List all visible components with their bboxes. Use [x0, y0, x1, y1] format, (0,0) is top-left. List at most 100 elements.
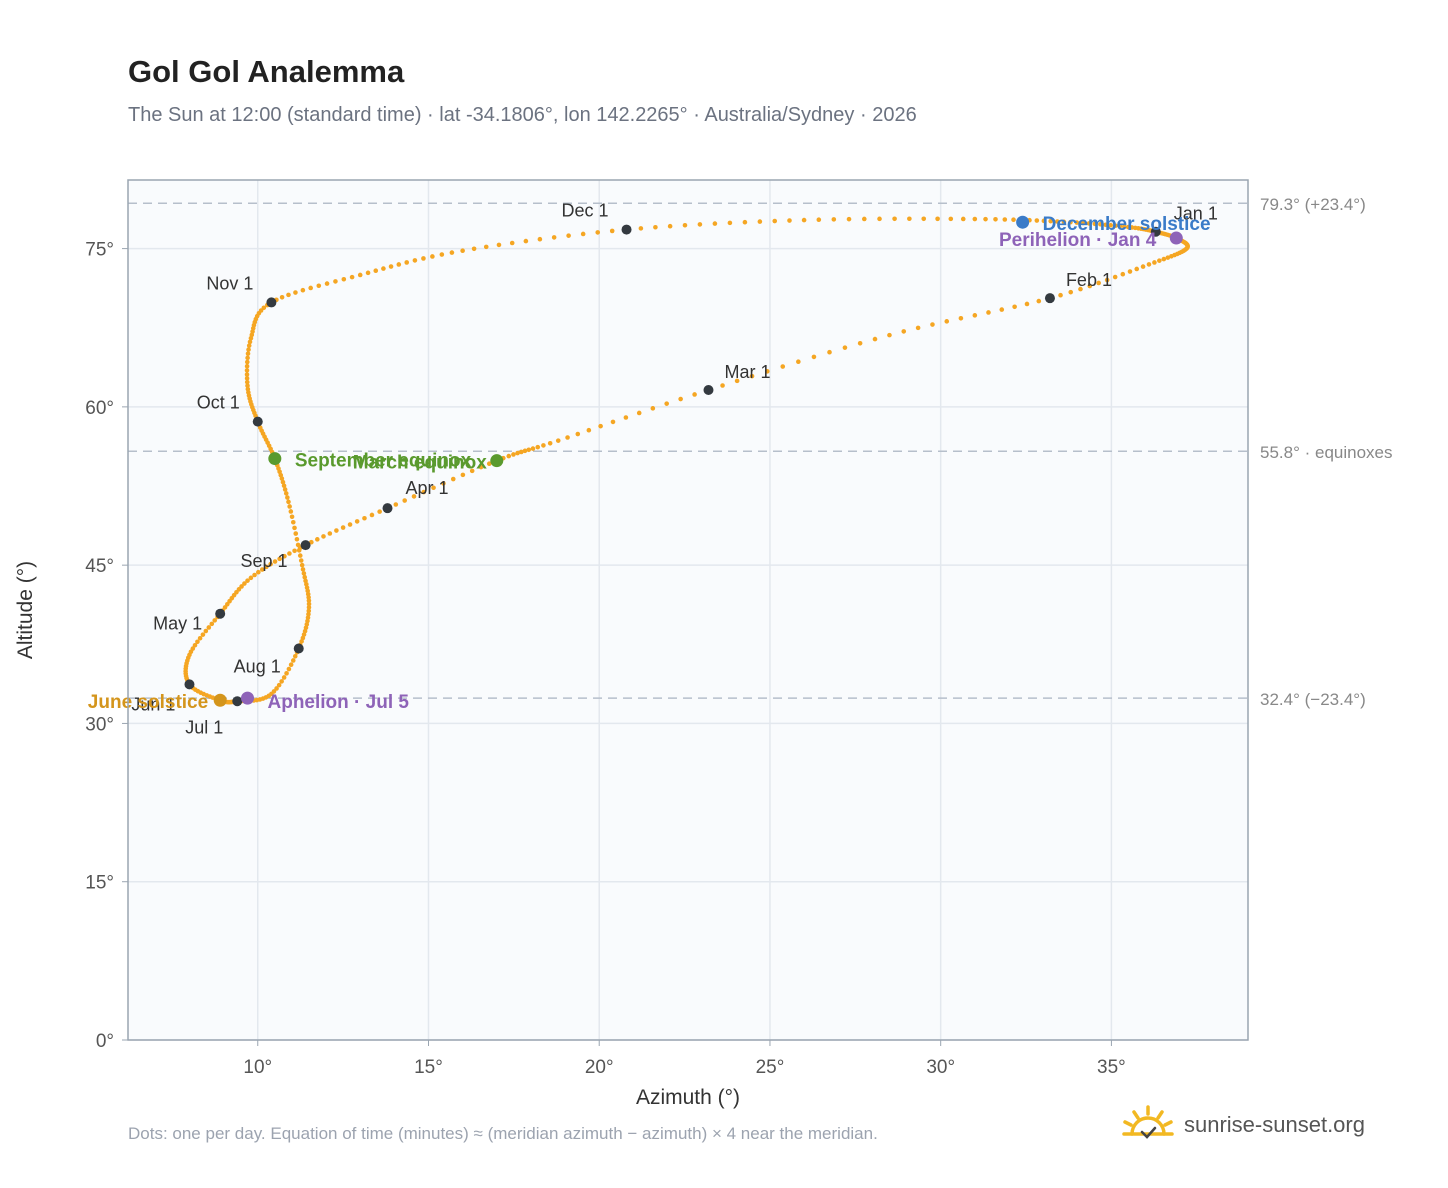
daily-sun-dot [598, 423, 603, 429]
y-tick-label: 30° [85, 714, 114, 735]
daily-sun-dot [388, 264, 394, 269]
daily-sun-dot [1161, 256, 1167, 262]
daily-sun-dot [595, 230, 601, 235]
daily-sun-dot [983, 216, 988, 222]
x-tick-label: 30° [926, 1057, 955, 1078]
daily-sun-dot [1078, 286, 1083, 292]
daily-sun-dot [222, 605, 228, 610]
daily-sun-dot [1112, 274, 1118, 280]
daily-sun-dot [256, 569, 261, 575]
daily-sun-dot [381, 266, 386, 271]
daily-sun-dot [239, 584, 244, 589]
daily-sun-dot [471, 246, 477, 252]
daily-sun-dot [780, 364, 786, 369]
daily-sun-dot [247, 339, 253, 345]
daily-sun-dot [667, 223, 673, 229]
daily-sun-dot [1036, 298, 1042, 304]
x-tick-label: 20° [585, 1057, 614, 1078]
daily-sun-dot [292, 525, 297, 531]
daily-sun-dot [286, 499, 291, 505]
y-tick-label: 0° [96, 1031, 114, 1052]
daily-sun-dot [1104, 277, 1110, 283]
daily-sun-dot [1086, 221, 1092, 226]
daily-sun-dot [1068, 219, 1073, 225]
daily-sun-dot [245, 383, 250, 389]
daily-sun-dot [1120, 271, 1126, 277]
daily-sun-dot [341, 276, 347, 282]
daily-sun-dot [1058, 292, 1063, 298]
daily-sun-dot [811, 354, 817, 360]
daily-sun-dot [245, 578, 250, 583]
month-marker [293, 643, 304, 654]
june-solstice-label: June solstice [88, 692, 208, 713]
daily-sun-dot [921, 216, 927, 222]
daily-sun-dot [272, 559, 278, 564]
reference-line-label: 55.8° · equinoxes [1260, 443, 1393, 462]
daily-sun-dot [287, 504, 292, 509]
daily-sun-dot [244, 368, 250, 373]
daily-sun-dot [697, 222, 703, 227]
daily-sun-dot [580, 231, 586, 237]
x-tick-label: 15° [414, 1057, 443, 1078]
daily-sun-dot [478, 464, 484, 470]
daily-sun-dot [245, 355, 250, 361]
daily-sun-dot [296, 548, 302, 553]
month-marker [1150, 226, 1161, 237]
daily-sun-dot [1103, 222, 1108, 228]
daily-sun-dot [274, 686, 279, 691]
daily-sun-dot [324, 281, 330, 286]
chart-title: Gol Gol Analemma [128, 54, 405, 89]
daily-sun-dot [282, 487, 288, 492]
daily-sun-dot [245, 386, 251, 392]
daily-sun-dot [393, 502, 399, 507]
month-marker [232, 696, 243, 707]
daily-sun-dot [252, 572, 257, 578]
daily-sun-dot [1024, 301, 1030, 307]
daily-sun-dot [200, 632, 206, 637]
daily-sun-dot [1125, 224, 1131, 230]
daily-sun-dot [522, 448, 528, 454]
daily-sun-dot [362, 515, 367, 521]
daily-sun-dot [958, 315, 964, 321]
daily-sun-dot [1134, 266, 1140, 272]
daily-sun-dot [1011, 217, 1016, 223]
daily-sun-dot [268, 561, 273, 567]
daily-sun-dot [1087, 283, 1093, 289]
month-marker-label: Jun 1 [131, 694, 175, 714]
daily-sun-dot [1041, 218, 1047, 224]
daily-sun-dot [316, 283, 322, 289]
x-tick-label: 35° [1097, 1057, 1126, 1078]
daily-sun-dot [1002, 217, 1008, 222]
month-marker-label: Apr 1 [406, 478, 449, 498]
month-marker [703, 384, 714, 395]
daily-sun-dot [306, 608, 312, 614]
y-axis-label: Altitude (°) [14, 561, 37, 659]
daily-sun-dot [259, 567, 265, 572]
daily-sun-dot [295, 542, 301, 548]
daily-sun-dot [298, 558, 304, 563]
daily-sun-dot [283, 491, 289, 496]
daily-sun-dot [245, 351, 251, 356]
december-solstice-label: December solstice [1043, 214, 1211, 235]
daily-sun-dot [653, 224, 658, 230]
daily-sun-dot [303, 578, 308, 584]
daily-sun-dot [279, 679, 284, 684]
month-marker [1044, 293, 1055, 304]
daily-sun-dot [357, 272, 363, 278]
daily-sun-dot [289, 514, 295, 520]
brand-logo[interactable]: sunrise-sunset.org [1120, 1104, 1365, 1146]
month-marker-label: Sep 1 [241, 551, 288, 571]
daily-sun-dot [555, 438, 561, 443]
month-marker [184, 679, 195, 690]
daily-sun-dot [1146, 262, 1152, 267]
daily-sun-dot [609, 228, 615, 234]
daily-sun-dot [203, 628, 209, 634]
daily-sun-dot [1068, 289, 1074, 295]
daily-sun-dot [292, 548, 297, 554]
march-equinox-marker [490, 454, 504, 468]
daily-sun-dot [944, 319, 950, 324]
axis-ticks: 10° 15° 20° 25° 30° 35° 0° 15° 30° 45° 60° 75° [85, 240, 1126, 1078]
daily-sun-dot [290, 519, 296, 525]
reference-line-label: 79.3° (+23.4°) [1260, 195, 1366, 214]
